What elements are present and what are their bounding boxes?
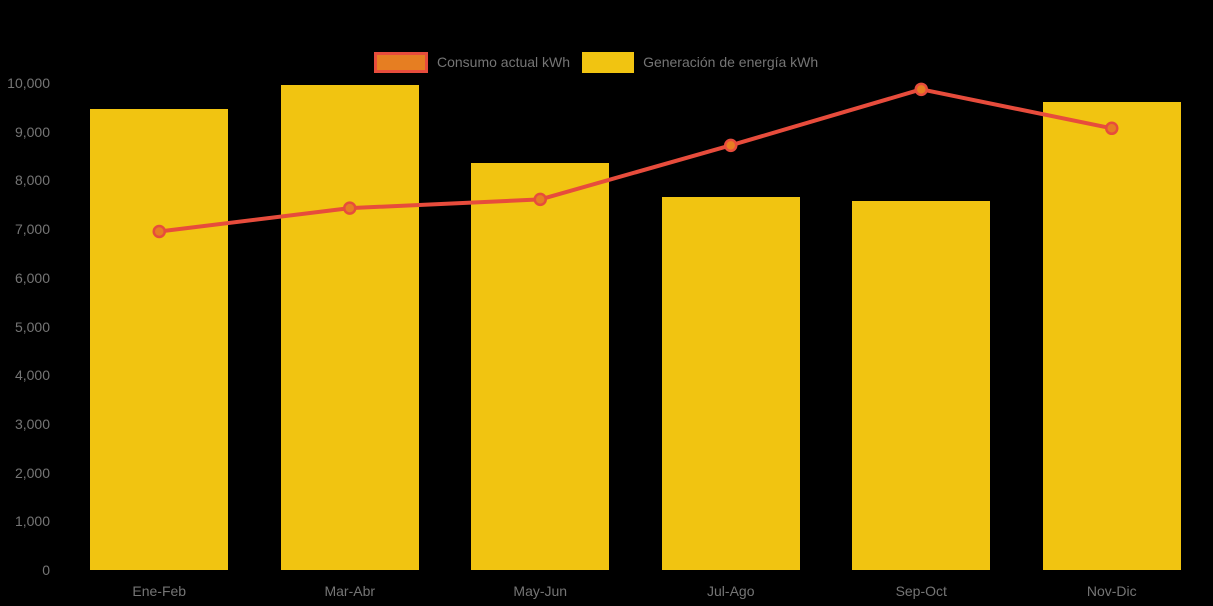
legend-item-consumo[interactable]: Consumo actual kWh: [374, 52, 570, 73]
y-axis-tick-label: 7,000: [14, 221, 50, 238]
legend-swatch-generacion-icon: [582, 52, 635, 73]
y-axis-tick-label: 4,000: [14, 367, 50, 384]
y-axis-tick-label: 5,000: [14, 318, 50, 335]
consumo-point-jul-ago[interactable]: [724, 138, 738, 153]
y-axis-tick-label: 3,000: [14, 415, 50, 432]
chart-legend: Consumo actual kWh Generación de energía…: [374, 52, 818, 73]
y-axis-tick-label: 9,000: [14, 123, 50, 140]
x-axis-label-jul-ago: Jul-Ago: [707, 583, 755, 599]
x-axis-label-may-jun: May-Jun: [513, 583, 568, 599]
bar-mar-abr[interactable]: [280, 85, 419, 570]
legend-swatch-consumo-icon: [374, 52, 428, 73]
y-axis-tick-label: 1,000: [14, 513, 50, 530]
consumo-point-sep-oct[interactable]: [914, 82, 928, 97]
bar-jul-ago[interactable]: [661, 196, 800, 570]
y-axis-tick-label: 2,000: [14, 464, 50, 481]
bar-sep-oct[interactable]: [852, 201, 991, 570]
legend-item-generacion[interactable]: Generación de energía kWh: [582, 52, 818, 73]
bar-ene-feb[interactable]: [90, 108, 229, 570]
legend-label-consumo: Consumo actual kWh: [437, 54, 571, 70]
y-axis-tick-label: 0: [42, 562, 50, 578]
x-axis-label-sep-oct: Sep-Oct: [895, 583, 947, 599]
y-axis-tick-label: 8,000: [14, 172, 50, 189]
x-axis-label-nov-dic: Nov-Dic: [1086, 583, 1137, 599]
x-axis-label-ene-feb: Ene-Feb: [132, 583, 187, 599]
x-axis-label-mar-abr: Mar-Abr: [324, 583, 376, 599]
y-axis-tick-label: 6,000: [14, 269, 50, 286]
bar-may-jun[interactable]: [471, 163, 610, 570]
bar-nov-dic[interactable]: [1042, 102, 1181, 570]
legend-label-generacion: Generación de energía kWh: [643, 54, 819, 70]
y-axis-tick-label: 10,000: [7, 75, 50, 91]
